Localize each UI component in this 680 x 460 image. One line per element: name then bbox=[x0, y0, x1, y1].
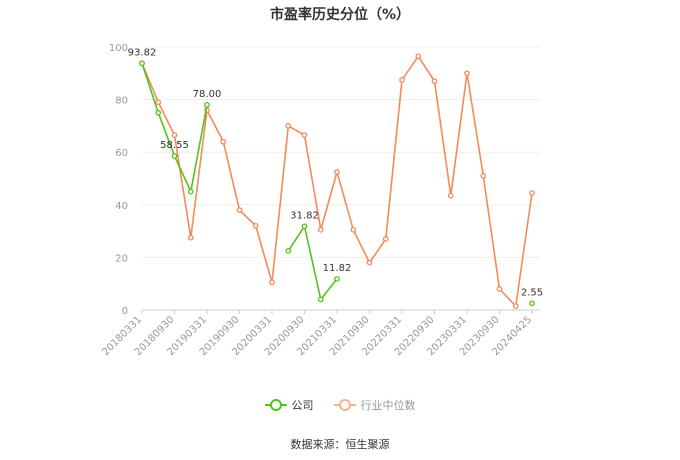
data-point-company bbox=[334, 276, 340, 282]
data-point-industry-median bbox=[480, 173, 487, 179]
data-point-industry-median bbox=[187, 234, 194, 241]
data-label-company: 78.00 bbox=[193, 89, 222, 100]
source-note: 数据来源：恒生聚源 bbox=[290, 438, 390, 451]
data-point-industry-median bbox=[171, 132, 178, 138]
data-point-industry-median bbox=[252, 222, 259, 229]
y-tick-label: 20 bbox=[115, 253, 128, 264]
data-point-company bbox=[171, 153, 178, 159]
legend-item-company[interactable]: 公司 bbox=[264, 397, 314, 413]
data-point-industry-median bbox=[155, 99, 162, 106]
data-point-industry-median bbox=[285, 123, 292, 129]
y-tick-label: 40 bbox=[115, 201, 128, 212]
data-point-industry-median bbox=[496, 286, 503, 292]
data-point-company bbox=[139, 60, 145, 67]
legend-swatch-industry-median bbox=[333, 399, 356, 411]
legend-label-company: 公司 bbox=[291, 399, 314, 412]
data-point-company bbox=[285, 247, 292, 254]
chart-title: 市盈率历史分位（%） bbox=[269, 7, 411, 23]
data-point-industry-median bbox=[431, 78, 438, 85]
data-point-industry-median bbox=[366, 259, 373, 266]
y-tick-label: 0 bbox=[122, 306, 128, 317]
legend: 公司 行业中位数 bbox=[0, 397, 680, 413]
y-tick-label: 100 bbox=[109, 43, 128, 54]
data-point-company bbox=[317, 296, 324, 303]
data-point-industry-median bbox=[236, 207, 243, 213]
data-point-industry-median bbox=[447, 192, 454, 199]
data-point-industry-median bbox=[529, 190, 535, 196]
data-point-industry-median bbox=[512, 303, 519, 309]
data-point-industry-median bbox=[464, 70, 470, 77]
data-point-industry-median bbox=[382, 236, 389, 242]
data-point-company bbox=[187, 188, 194, 195]
data-point-industry-median bbox=[220, 138, 227, 145]
data-label-company: 2.55 bbox=[521, 287, 543, 298]
data-point-industry-median bbox=[301, 132, 308, 138]
data-point-company bbox=[204, 102, 210, 108]
data-point-industry-median bbox=[334, 169, 340, 175]
legend-swatch-company bbox=[264, 399, 287, 411]
y-tick-label: 80 bbox=[115, 96, 128, 107]
data-label-company: 11.82 bbox=[323, 263, 352, 274]
legend-item-industry-median[interactable]: 行业中位数 bbox=[333, 397, 416, 413]
data-point-industry-median bbox=[350, 226, 357, 233]
data-point-industry-median bbox=[317, 226, 324, 233]
data-point-company bbox=[529, 300, 535, 307]
data-point-industry-median bbox=[399, 77, 405, 83]
legend-label-industry-median: 行业中位数 bbox=[360, 399, 416, 412]
data-point-company bbox=[301, 223, 308, 230]
y-tick-label: 60 bbox=[115, 148, 128, 159]
data-label-company: 58.55 bbox=[160, 140, 189, 151]
data-point-industry-median bbox=[415, 53, 422, 60]
data-label-company: 31.82 bbox=[290, 210, 319, 221]
data-label-company: 93.82 bbox=[128, 47, 157, 58]
data-point-industry-median bbox=[269, 279, 275, 286]
data-point-company bbox=[155, 109, 162, 116]
